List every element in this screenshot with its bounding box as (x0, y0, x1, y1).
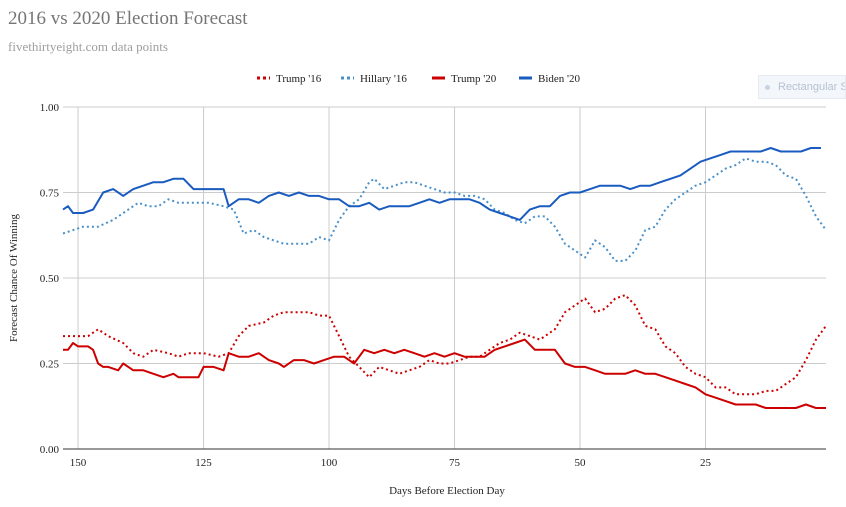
snip-label: Rectangular Snip (778, 81, 845, 93)
snip-icon (765, 84, 770, 90)
y-tick-label: 0.50 (40, 273, 60, 285)
x-tick-label: 100 (321, 457, 338, 469)
legend-label[interactable]: Biden '20 (538, 73, 581, 85)
y-tick-label: 0.25 (40, 359, 60, 371)
chart-subtitle: fivethirtyeight.com data points (8, 39, 168, 54)
legend-label[interactable]: Trump '16 (276, 73, 322, 85)
series-line-trump-16 (63, 294, 827, 396)
legend-label[interactable]: Trump '20 (451, 73, 497, 85)
y-tick-label: 1.00 (40, 102, 60, 114)
series-line-hillary-16 (62, 157, 827, 262)
legend-label[interactable]: Hillary '16 (360, 73, 407, 85)
x-tick-label: 125 (195, 457, 212, 469)
y-axis-label: Forecast Chance Of Winning (8, 214, 20, 342)
y-tick-label: 0.00 (40, 444, 60, 456)
rectangular-snip-overlay[interactable]: Rectangular Snip (758, 75, 846, 99)
x-axis-label: Days Before Election Day (389, 485, 505, 497)
x-tick-label: 25 (700, 457, 712, 469)
chart-title: 2016 vs 2020 Election Forecast (8, 8, 248, 29)
x-tick-label: 150 (70, 457, 87, 469)
x-tick-label: 50 (575, 457, 587, 469)
series-line-trump-20 (63, 338, 826, 409)
x-tick-label: 75 (449, 457, 461, 469)
y-tick-label: 0.75 (40, 188, 60, 200)
series-line-biden-20 (62, 147, 821, 221)
